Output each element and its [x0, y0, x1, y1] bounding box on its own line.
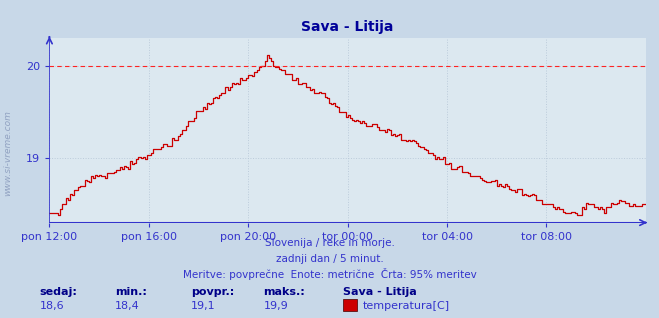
Text: Slovenija / reke in morje.: Slovenija / reke in morje. — [264, 238, 395, 248]
Text: sedaj:: sedaj: — [40, 287, 77, 297]
Text: 18,6: 18,6 — [40, 301, 64, 311]
Text: maks.:: maks.: — [264, 287, 305, 297]
Text: povpr.:: povpr.: — [191, 287, 235, 297]
Text: 18,4: 18,4 — [115, 301, 140, 311]
Text: 19,9: 19,9 — [264, 301, 289, 311]
Text: temperatura[C]: temperatura[C] — [362, 301, 449, 311]
Text: www.si-vreme.com: www.si-vreme.com — [3, 110, 13, 196]
Title: Sava - Litija: Sava - Litija — [301, 20, 394, 34]
Text: min.:: min.: — [115, 287, 147, 297]
Text: zadnji dan / 5 minut.: zadnji dan / 5 minut. — [275, 254, 384, 264]
Text: Meritve: povprečne  Enote: metrične  Črta: 95% meritev: Meritve: povprečne Enote: metrične Črta:… — [183, 268, 476, 280]
Text: 19,1: 19,1 — [191, 301, 215, 311]
Text: Sava - Litija: Sava - Litija — [343, 287, 416, 297]
